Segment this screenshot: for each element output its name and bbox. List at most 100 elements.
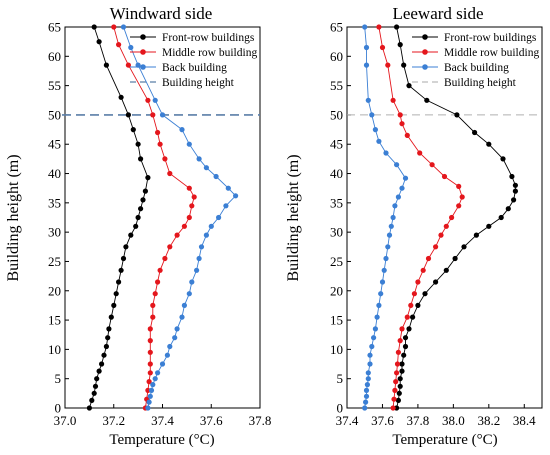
- windward-back-point: [196, 156, 202, 162]
- windward-middle-row-point: [189, 203, 195, 209]
- leeward-middle-row-point: [456, 203, 462, 209]
- leeward-middle-row-point: [397, 112, 403, 118]
- windward-back-point: [152, 97, 158, 103]
- leeward-middle-row-point: [397, 338, 403, 344]
- leeward-back-point: [363, 393, 370, 399]
- leeward-middle-row-point: [456, 183, 462, 189]
- windward-front-row-point: [99, 361, 105, 367]
- windward-front-row-point: [86, 405, 92, 411]
- leeward-front-row-point: [397, 376, 403, 382]
- leeward-middle-row-point: [425, 255, 432, 262]
- windward-front-row-point: [123, 244, 129, 250]
- windward-xlabel: Temperature (°C): [109, 432, 214, 448]
- leeward-xtick-label: 37.6: [371, 413, 394, 428]
- windward-middle-row-point: [147, 349, 153, 355]
- windward-middle-row-point: [167, 170, 173, 177]
- windward-ytick-label: 10: [48, 342, 61, 357]
- leeward-middle-row-point: [392, 387, 398, 393]
- windward-legend-middle-row-marker: [140, 49, 146, 55]
- leeward-back-point: [363, 387, 370, 393]
- windward-front-row-point: [135, 214, 141, 221]
- windward-front-row-point: [92, 383, 99, 389]
- windward-middle-row-point: [116, 42, 122, 48]
- windward-ytick-label: 35: [48, 195, 61, 210]
- windward-front-row-point: [89, 397, 95, 403]
- windward-middle-row-point: [174, 232, 180, 238]
- windward-middle-row-point: [145, 97, 151, 103]
- leeward-middle-row-point: [417, 150, 423, 156]
- windward-middle-row-point: [181, 223, 187, 229]
- windward-legend-front-row-marker: [140, 34, 146, 40]
- windward-ytick-label: 20: [48, 283, 61, 298]
- leeward-back-point: [376, 302, 382, 308]
- windward-back-point: [196, 255, 202, 262]
- leeward-back-point: [383, 150, 389, 156]
- leeward-ytick-label: 40: [330, 166, 343, 181]
- windward-back-point: [198, 244, 205, 250]
- leeward-back-point: [376, 138, 382, 144]
- leeward-front-row-point: [402, 335, 409, 341]
- leeward-front-row-point: [509, 173, 515, 180]
- windward-front-row-point: [94, 376, 100, 382]
- leeward-series: [362, 24, 519, 411]
- windward-middle-row-point: [150, 314, 156, 320]
- windward-middle-row-point: [155, 129, 161, 136]
- leeward-front-row-point: [394, 24, 400, 30]
- leeward-middle-row-point: [438, 232, 444, 238]
- leeward-ytick-label: 60: [330, 49, 343, 64]
- windward-back-point: [186, 141, 192, 147]
- leeward-ytick-label: 50: [330, 107, 343, 122]
- leeward-back-point: [365, 376, 371, 382]
- windward-ytick-label: 5: [55, 371, 62, 386]
- windward-front-row-point: [140, 197, 146, 203]
- leeward-legend-building-height-label: Building height: [444, 77, 517, 89]
- leeward-ytick-label: 55: [330, 78, 343, 93]
- windward-legend-middle-row-label: Middle row building: [162, 47, 257, 59]
- leeward-ytick-label: 10: [330, 342, 343, 357]
- windward-back-point: [194, 267, 200, 273]
- windward-middle-row-point: [191, 194, 197, 200]
- leeward-legend-front-row-marker: [422, 34, 428, 40]
- leeward-front-row-point: [512, 188, 519, 194]
- leeward-front-row-point: [452, 255, 458, 262]
- leeward-middle-row-point: [411, 291, 417, 297]
- windward-ytick-label: 15: [48, 313, 61, 328]
- windward-front-row-point: [130, 127, 136, 133]
- windward-back-point: [159, 112, 166, 118]
- leeward-front-row-point: [486, 141, 492, 147]
- leeward-middle-row-point: [394, 370, 400, 376]
- leeward-front-row-point: [422, 291, 428, 297]
- windward-back-point: [225, 185, 231, 191]
- leeward-front-row-point: [512, 182, 519, 188]
- leeward-front-row-point: [406, 83, 412, 89]
- windward-front-row-point: [91, 390, 97, 396]
- leeward-front-row-point: [395, 397, 401, 403]
- leeward-front-row-point: [505, 206, 511, 212]
- windward-back-point: [152, 376, 158, 382]
- leeward-middle-row-point: [408, 302, 414, 308]
- leeward-middle-row-point: [390, 405, 396, 411]
- windward-front-row-point: [96, 39, 102, 45]
- windward-xtick-label: 37.4: [151, 413, 174, 428]
- windward-back-point: [128, 44, 134, 51]
- windward-xtick-label: 37.8: [249, 413, 272, 428]
- leeward-xlabel: Temperature (°C): [392, 432, 497, 448]
- windward-front-row-point: [105, 335, 111, 341]
- leeward-middle-row-point: [376, 24, 382, 30]
- leeward-front-row-point: [397, 383, 403, 389]
- leeward-front-row-point: [399, 361, 405, 367]
- leeward-middle-row-point: [399, 121, 405, 127]
- leeward-middle-row-point: [459, 194, 465, 200]
- leeward-middle-row-point: [433, 244, 439, 250]
- windward-middle-row-point: [147, 326, 153, 332]
- windward-front-row-point: [118, 267, 124, 273]
- leeward-xtick-label: 37.4: [336, 413, 359, 428]
- leeward-back-point: [394, 162, 400, 168]
- leeward-back-point: [362, 405, 368, 411]
- windward-legend-back-label: Back building: [162, 62, 227, 74]
- leeward-xtick-label: 38.4: [513, 413, 536, 428]
- windward-panel: Windward side 0 5 10 15 20 25 30 35 40 45 50 55 60 65…: [5, 4, 271, 448]
- windward-front-row-point: [101, 352, 107, 358]
- leeward-back-point: [363, 62, 370, 68]
- leeward-front-row-point: [410, 314, 416, 320]
